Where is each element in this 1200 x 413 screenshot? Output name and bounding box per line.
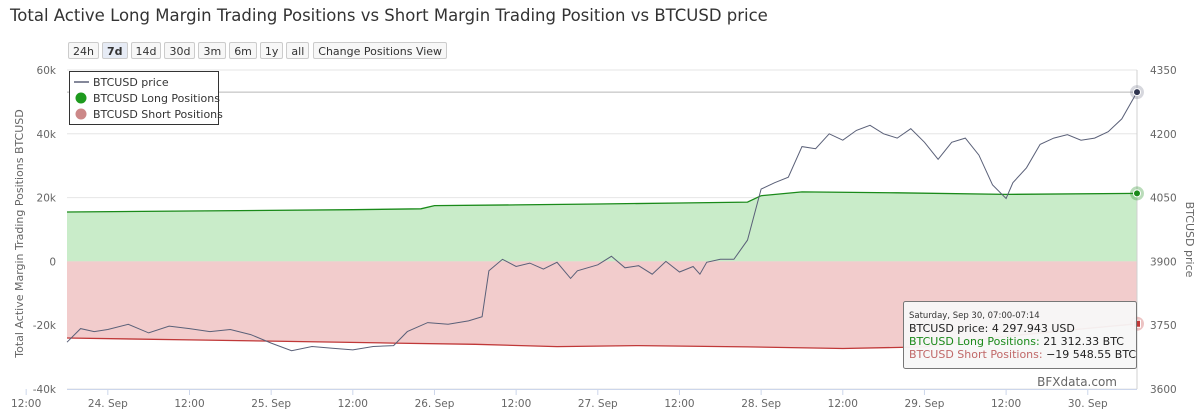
x-tick-label: 25. Sep	[251, 398, 291, 410]
x-tick-label: 28. Sep	[741, 398, 781, 410]
range-button-24h[interactable]: 24h	[68, 42, 99, 59]
legend-label: BTCUSD Long Positions	[93, 92, 220, 105]
range-button-3m[interactable]: 3m	[198, 42, 227, 59]
x-tick-label: 12:00	[11, 398, 41, 410]
y-left-tick-label: -20k	[33, 320, 57, 332]
long-marker	[1133, 189, 1141, 198]
x-tick-label: 12:00	[501, 398, 531, 410]
tooltip-line-value: 4 297.943 USD	[992, 322, 1075, 335]
y-right-tick-label: 3750	[1150, 320, 1177, 332]
chart-title: Total Active Long Margin Trading Positio…	[10, 6, 768, 25]
tooltip-line-label: BTCUSD Long Positions:	[909, 335, 1043, 348]
legend-item[interactable]: BTCUSD Long Positions	[75, 92, 221, 105]
long-positions-area	[67, 191, 1137, 262]
credit-label: BFXdata.com	[1037, 375, 1117, 389]
y-right-axis-title: BTCUSD price	[1183, 202, 1196, 278]
x-tick-label: 12:00	[664, 398, 694, 410]
legend-dot-symbol	[75, 92, 87, 104]
x-tick-label: 26. Sep	[415, 398, 455, 410]
range-button-6m[interactable]: 6m	[229, 42, 257, 59]
tooltip-header: Saturday, Sep 30, 07:00-07:14	[909, 311, 1040, 321]
y-right-tick-label: 4050	[1150, 193, 1177, 205]
price-marker	[1133, 88, 1141, 97]
change-positions-view-button[interactable]: Change Positions View	[313, 42, 448, 59]
y-left-axis-title: Total Active Margin Trading Positions BT…	[13, 109, 26, 359]
tooltip-line: BTCUSD Long Positions: 21 312.33 BTC	[909, 335, 1124, 348]
x-tick-label: 12:00	[828, 398, 858, 410]
x-tick-label: 12:00	[991, 398, 1021, 410]
x-tick-label: 12:00	[338, 398, 368, 410]
range-button-30d[interactable]: 30d	[164, 42, 196, 59]
y-left-tick-label: 60k	[37, 65, 57, 77]
tooltip-line: BTCUSD Short Positions: −19 548.55 BTC	[909, 348, 1136, 361]
y-left-tick-label: 20k	[37, 193, 57, 205]
range-button-14d[interactable]: 14d	[130, 42, 162, 59]
range-button-all[interactable]: all	[286, 42, 310, 59]
tooltip-line-label: BTCUSD price:	[909, 322, 992, 335]
x-tick-label: 24. Sep	[88, 398, 128, 410]
range-button-7d[interactable]: 7d	[101, 42, 128, 59]
x-tick-label: 30. Sep	[1068, 398, 1108, 410]
legend-label: BTCUSD Short Positions	[93, 108, 223, 121]
range-button-1y[interactable]: 1y	[259, 42, 284, 59]
tooltip-line: BTCUSD price: 4 297.943 USD	[909, 322, 1075, 335]
x-tick-label: 29. Sep	[905, 398, 945, 410]
legend-box	[69, 71, 219, 125]
tooltip-line-value: −19 548.55 BTC	[1046, 348, 1136, 361]
range-selector: 24h 7d 14d 30d 3m 6m 1y all Change Positions Vie…	[68, 42, 448, 59]
y-right-tick-label: 3900	[1150, 256, 1177, 268]
y-right-tick-label: 4350	[1150, 65, 1177, 77]
legend-label: BTCUSD price	[93, 76, 169, 89]
btcusd-price-line	[66, 91, 1138, 352]
tooltip-line-label: BTCUSD Short Positions:	[909, 348, 1046, 361]
tooltip-box	[903, 301, 1137, 369]
x-tick-label: 12:00	[174, 398, 204, 410]
y-left-tick-label: -40k	[33, 384, 57, 396]
long-positions-line	[66, 191, 1138, 213]
tooltip-line-value: 21 312.33 BTC	[1043, 335, 1124, 348]
legend-dot-symbol	[75, 108, 87, 120]
legend-item[interactable]: BTCUSD price	[74, 76, 169, 89]
y-left-tick-label: 40k	[37, 129, 57, 141]
short-positions-area	[67, 261, 1137, 349]
y-left-tick-label: 0	[49, 256, 56, 268]
y-right-tick-label: 3600	[1150, 384, 1177, 396]
y-right-tick-label: 4200	[1150, 129, 1177, 141]
x-tick-label: 27. Sep	[578, 398, 618, 410]
legend: BTCUSD price BTCUSD Long Positions BTCUSD …	[69, 71, 224, 125]
legend-item[interactable]: BTCUSD Short Positions	[75, 108, 224, 121]
